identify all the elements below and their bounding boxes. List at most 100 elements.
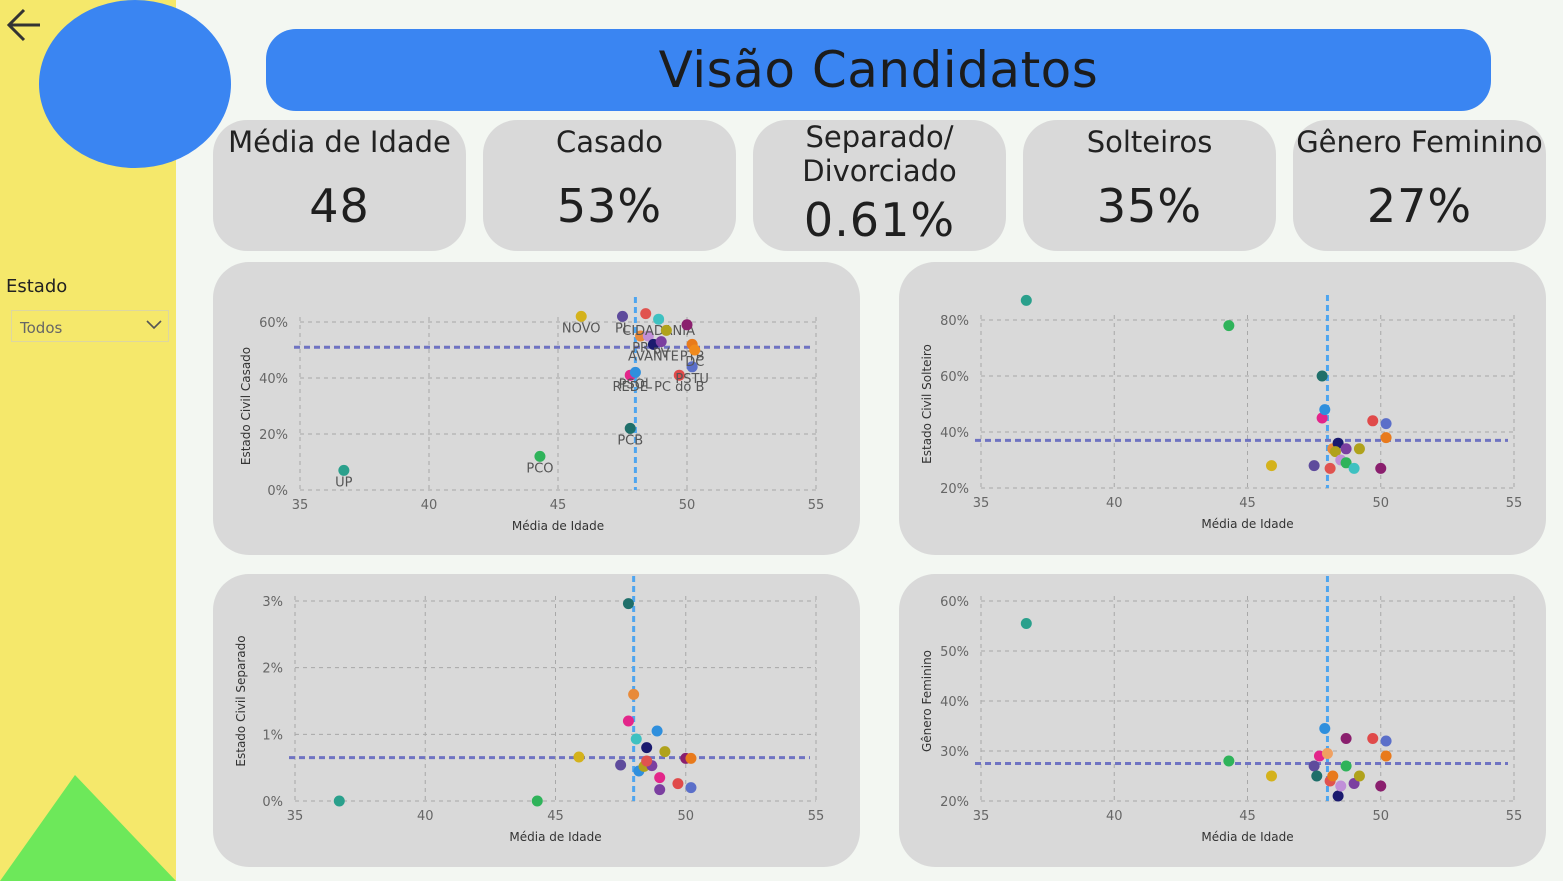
data-point[interactable] — [1020, 618, 1032, 629]
y-tick-label: 40% — [259, 372, 288, 387]
data-point[interactable] — [1332, 437, 1344, 449]
data-point[interactable] — [1375, 462, 1387, 474]
data-point[interactable] — [685, 782, 697, 794]
kpi-card-married: Casado 53% — [483, 120, 736, 251]
data-point[interactable] — [654, 772, 666, 784]
data-point[interactable] — [1332, 790, 1344, 802]
data-point[interactable] — [1324, 462, 1336, 474]
data-point[interactable] — [655, 336, 667, 348]
data-point[interactable] — [1380, 735, 1392, 747]
data-point[interactable] — [1348, 462, 1360, 474]
data-point[interactable] — [681, 319, 693, 331]
scatter-chart-divorced[interactable]: 35 40 45 50 55 0% 1% 2% 3% Média de Idade Estado C… — [213, 574, 860, 867]
data-point[interactable] — [630, 733, 642, 745]
data-point[interactable] — [1380, 432, 1392, 444]
y-axis-title: Gênero Feminino — [920, 650, 934, 752]
data-point[interactable] — [1327, 770, 1339, 782]
x-tick-label: 35 — [287, 809, 304, 824]
logo-circle — [39, 0, 231, 168]
data-point[interactable] — [1340, 443, 1352, 455]
data-point[interactable] — [1367, 733, 1379, 744]
filter-label: Estado — [6, 276, 68, 297]
data-point[interactable] — [653, 313, 665, 325]
sidebar: Estado Todos — [0, 0, 231, 881]
data-point[interactable] — [1316, 412, 1328, 424]
data-point[interactable] — [1367, 415, 1379, 427]
data-label: PCO — [526, 461, 553, 476]
data-point[interactable] — [1329, 446, 1341, 458]
data-point[interactable] — [1265, 460, 1277, 472]
data-point[interactable] — [1223, 755, 1235, 767]
data-label: PCB — [617, 433, 643, 448]
data-point[interactable] — [1319, 723, 1331, 734]
data-point[interactable] — [1380, 418, 1392, 430]
data-point[interactable] — [575, 310, 587, 322]
data-point[interactable] — [1340, 733, 1352, 744]
data-point[interactable] — [615, 759, 627, 771]
data-point[interactable] — [689, 344, 701, 356]
data-point[interactable] — [672, 778, 684, 790]
x-axis-title: Média de Idade — [1201, 517, 1293, 531]
arrow-left-icon[interactable] — [4, 6, 44, 44]
scatter-chart-single[interactable]: 35 40 45 50 55 20% 40% 60% 80% Média de Idade Esta… — [899, 262, 1546, 555]
data-point[interactable] — [635, 330, 647, 342]
data-point[interactable] — [1319, 404, 1331, 416]
data-point[interactable] — [1321, 748, 1333, 759]
data-point[interactable] — [333, 795, 345, 807]
chart-panel-married: 35 40 45 50 55 0% 20% 40% 60% Média de Idade Estad… — [213, 262, 860, 555]
data-point[interactable] — [1311, 770, 1323, 782]
y-tick-label: 0% — [267, 484, 288, 499]
data-point[interactable] — [1340, 760, 1352, 772]
y-tick-label: 40% — [940, 426, 969, 441]
data-point[interactable] — [1308, 760, 1320, 772]
data-point[interactable] — [531, 795, 543, 807]
data-point[interactable] — [622, 598, 634, 610]
kpi-label: Solteiros — [1086, 125, 1213, 159]
data-point[interactable] — [629, 366, 641, 378]
data-point[interactable] — [622, 715, 634, 727]
x-tick-label: 50 — [1372, 496, 1389, 511]
data-point[interactable] — [1223, 320, 1235, 332]
y-tick-label: 20% — [940, 482, 969, 497]
data-point[interactable] — [338, 464, 350, 476]
data-point[interactable] — [641, 742, 653, 754]
y-tick-label: 50% — [940, 645, 969, 660]
data-point[interactable] — [673, 369, 685, 381]
data-point[interactable] — [640, 308, 652, 320]
data-point[interactable] — [1265, 770, 1277, 782]
data-point[interactable] — [534, 450, 546, 462]
data-point[interactable] — [1353, 443, 1365, 455]
state-filter-dropdown[interactable]: Todos — [11, 310, 169, 342]
data-point[interactable] — [651, 725, 663, 737]
data-point[interactable] — [1340, 457, 1352, 469]
data-point[interactable] — [1316, 370, 1328, 382]
data-point[interactable] — [1020, 294, 1032, 306]
data-point[interactable] — [1353, 770, 1365, 782]
data-point[interactable] — [660, 324, 672, 336]
decorative-triangle — [0, 775, 176, 881]
data-point[interactable] — [624, 422, 636, 434]
data-point[interactable] — [1380, 750, 1392, 762]
data-point[interactable] — [1335, 780, 1347, 792]
scatter-chart-female[interactable]: 35 40 45 50 55 20% 30% 40% 50% 60% Média de Idade G… — [899, 574, 1546, 867]
chart-panel-divorced: 35 40 45 50 55 0% 1% 2% 3% Média de Idade Estado C… — [213, 574, 860, 867]
data-point[interactable] — [1375, 780, 1387, 792]
data-point[interactable] — [628, 688, 640, 700]
data-point[interactable] — [617, 310, 628, 322]
data-point[interactable] — [654, 784, 666, 796]
state-filter-value: Todos — [20, 319, 63, 337]
data-point[interactable] — [642, 330, 654, 342]
y-tick-label: 60% — [940, 370, 969, 385]
x-tick-label: 35 — [973, 496, 990, 511]
data-point[interactable] — [1308, 460, 1320, 472]
scatter-chart-married[interactable]: 35 40 45 50 55 0% 20% 40% 60% Média de Idade Estad… — [213, 262, 860, 555]
data-point[interactable] — [573, 751, 585, 763]
y-axis-title: Estado Civil Casado — [239, 347, 253, 465]
x-tick-label: 50 — [677, 809, 694, 824]
data-label: PL — [615, 321, 631, 336]
data-point[interactable] — [641, 755, 653, 767]
y-tick-label: 20% — [940, 795, 969, 810]
data-point[interactable] — [686, 361, 698, 373]
data-point[interactable] — [659, 746, 671, 758]
data-point[interactable] — [685, 752, 697, 764]
